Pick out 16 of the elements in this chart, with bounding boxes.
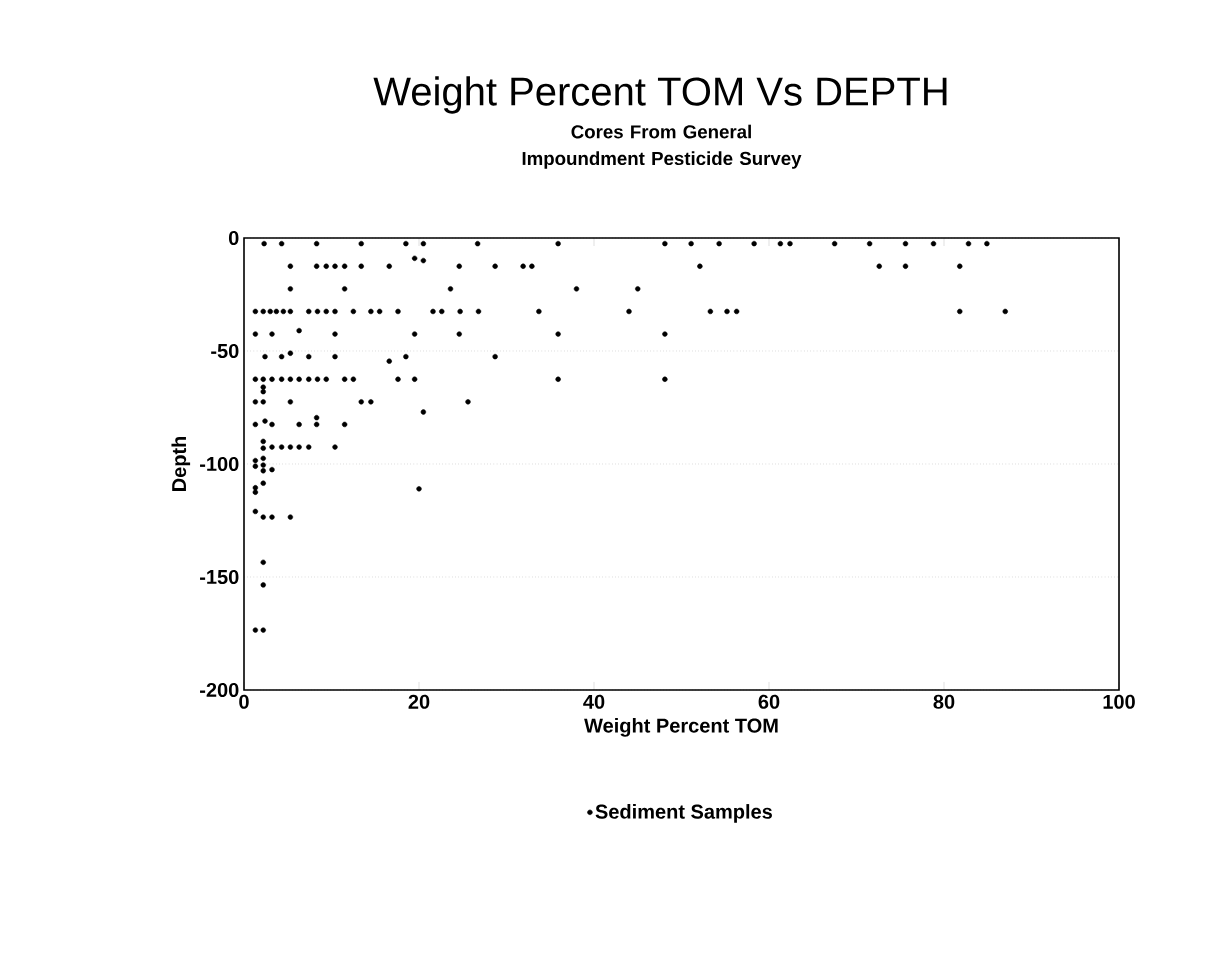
legend-label: Sediment Samples [595,804,772,823]
y-tick-label: 0 [228,230,239,246]
x-tick-label: 60 [758,694,780,709]
x-tick-label: 80 [933,694,955,709]
x-tick-label: 40 [583,694,605,709]
y-tick-label: -200 [200,682,239,698]
x-axis-title: Weight Percent TOM [584,718,778,737]
y-axis-title: Depth [171,436,191,491]
x-tick-label: 100 [1103,694,1135,709]
y-tick-label: -100 [200,456,239,472]
chart-subtitle: Cores From General Impoundment Pesticide Survey [522,124,802,169]
y-tick-label: -50 [211,343,239,359]
x-tick-label: 0 [239,694,249,709]
y-tick-label: -150 [200,569,239,585]
chart-title: Weight Percent TOM Vs DEPTH [373,76,947,114]
x-tick-label: 20 [408,694,430,709]
